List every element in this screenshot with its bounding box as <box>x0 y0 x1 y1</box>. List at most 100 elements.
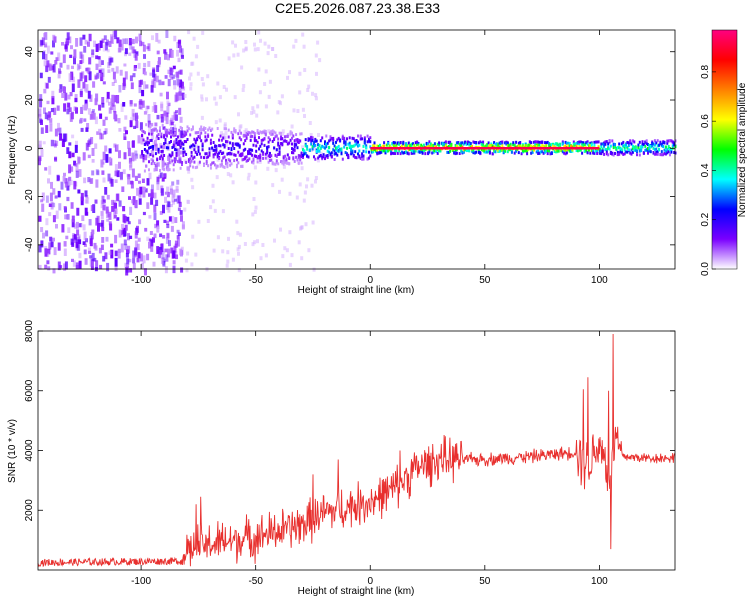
spec-cell <box>165 146 168 150</box>
spec-cell <box>198 136 201 140</box>
spec-cell <box>223 155 226 159</box>
spec-cell <box>172 168 175 172</box>
spec-cell <box>45 218 49 226</box>
spec-cell <box>141 89 145 97</box>
spec-cell <box>498 149 501 153</box>
spec-cell <box>153 233 157 239</box>
spectrogram-x-label: Height of straight line (km) <box>298 285 415 296</box>
spec-cell <box>101 237 105 243</box>
spec-cell <box>308 137 311 141</box>
spec-cell <box>189 157 192 161</box>
spec-cell <box>104 145 108 152</box>
spec-cell <box>413 144 416 147</box>
spec-cell <box>169 66 173 72</box>
spec-cell <box>181 92 185 100</box>
spec-cell <box>170 121 174 126</box>
spec-cell <box>319 146 322 150</box>
spec-cell <box>77 244 81 251</box>
spec-cell <box>165 166 168 170</box>
spec-cell <box>396 141 399 145</box>
spec-cell <box>45 125 49 133</box>
spec-cell <box>416 142 419 146</box>
spec-cell <box>248 157 251 161</box>
spec-cell <box>169 185 173 190</box>
spec-cell <box>99 113 103 119</box>
spec-cell <box>258 90 262 95</box>
spec-cell <box>57 73 61 79</box>
spec-cell <box>644 144 647 148</box>
spec-cell <box>251 160 254 164</box>
x-tick-label: 0 <box>367 275 373 286</box>
spec-cell <box>292 134 295 138</box>
spec-cell <box>449 149 452 153</box>
spec-cell <box>284 135 287 139</box>
spec-cell <box>339 147 342 151</box>
spec-cell <box>106 91 110 100</box>
spec-cell <box>89 94 93 102</box>
spec-cell <box>151 184 154 190</box>
spec-cell <box>61 92 65 98</box>
spec-cell <box>236 52 240 57</box>
spec-cell <box>627 141 630 145</box>
spec-cell <box>252 130 255 134</box>
spec-cell <box>332 148 335 152</box>
spec-cell <box>250 110 254 115</box>
spec-cell <box>237 143 240 147</box>
spec-cell <box>273 146 276 150</box>
spec-cell <box>114 257 118 267</box>
spec-cell <box>317 149 320 153</box>
spec-cell <box>183 94 187 98</box>
spec-cell <box>314 143 317 147</box>
spec-cell <box>65 178 69 186</box>
spec-cell <box>369 145 372 149</box>
spec-cell <box>553 143 556 147</box>
spec-cell <box>168 168 171 172</box>
spec-cell <box>134 240 138 250</box>
spec-cell <box>189 145 192 149</box>
spec-cell <box>142 67 146 75</box>
spec-cell <box>486 150 489 154</box>
spec-cell <box>647 151 649 155</box>
spec-cell <box>229 159 232 163</box>
spec-cell <box>97 222 100 232</box>
spec-cell <box>143 142 146 146</box>
spec-cell <box>201 144 204 148</box>
spec-cell <box>234 129 237 132</box>
spec-cell <box>656 150 659 154</box>
spec-cell <box>148 132 150 136</box>
spec-cell <box>258 136 260 140</box>
spec-cell <box>674 151 677 155</box>
spec-cell <box>655 141 658 145</box>
spec-cell <box>598 150 601 154</box>
spec-cell <box>176 141 179 145</box>
spec-cell <box>137 135 141 144</box>
spec-cell <box>667 146 670 150</box>
spec-cell <box>543 145 546 149</box>
spec-cell <box>167 168 170 172</box>
spec-cell <box>102 205 106 211</box>
spec-cell <box>50 139 54 147</box>
spec-cell <box>637 143 640 147</box>
spec-cell <box>181 163 183 166</box>
spec-cell <box>605 148 608 152</box>
spec-cell <box>306 147 309 151</box>
colorbar-tick-label: 0.2 <box>700 212 711 226</box>
spec-cell <box>175 189 179 193</box>
spec-cell <box>209 166 212 170</box>
spec-cell <box>91 148 95 156</box>
spec-cell <box>63 206 67 210</box>
spec-cell <box>521 149 524 153</box>
spec-cell <box>515 149 518 153</box>
spec-cell <box>209 141 212 145</box>
spec-cell <box>314 53 318 58</box>
spec-cell <box>337 148 340 152</box>
spec-cell <box>231 144 234 148</box>
spec-cell <box>667 145 670 148</box>
spec-cell <box>284 160 287 164</box>
spec-cell <box>227 147 230 150</box>
spec-cell <box>64 207 67 213</box>
spec-cell <box>570 149 573 153</box>
spec-cell <box>113 143 117 148</box>
spec-cell <box>145 164 148 168</box>
spec-cell <box>122 169 126 175</box>
